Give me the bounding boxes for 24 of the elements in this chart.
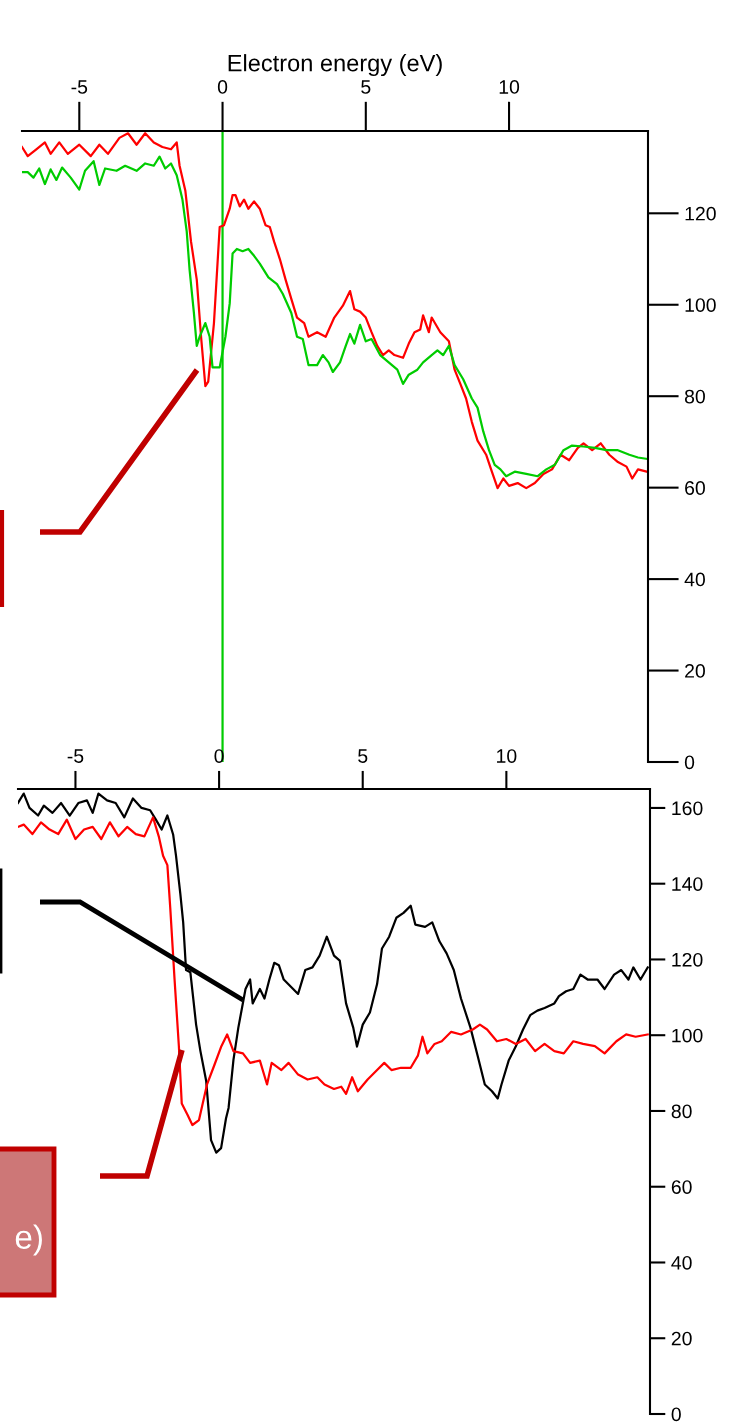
y-tick-label: 80 (671, 1104, 692, 1119)
y-tick-label: 140 (672, 877, 703, 891)
x-tick-label: 0 (217, 80, 228, 94)
y-tick-label: 80 (684, 389, 705, 404)
y-tick-label: 0 (671, 1407, 681, 1422)
x-tick-label: 5 (358, 749, 368, 763)
x-tick-label: 10 (499, 80, 520, 94)
y-tick-label: 40 (671, 1255, 692, 1270)
y-tick-label: 60 (685, 481, 705, 495)
x-tick-label: -5 (71, 80, 88, 94)
y-tick-label: 60 (671, 1180, 692, 1194)
y-tick-label: 40 (684, 572, 705, 587)
y-tick-label: 120 (685, 206, 716, 221)
y-tick-label: 160 (672, 801, 703, 816)
y-tick-label: 100 (685, 298, 716, 312)
y-tick-label: 120 (672, 952, 703, 967)
y-tick-label: 100 (672, 1028, 703, 1043)
annotation: e) (15, 1224, 42, 1256)
x-tick-label: 5 (361, 80, 371, 94)
y-tick-label: 20 (685, 664, 705, 678)
x-tick-label: 10 (497, 749, 517, 763)
x-axis-title: Electron energy (eV) (228, 54, 442, 77)
x-tick-label: -5 (67, 749, 84, 763)
y-tick-label: 20 (671, 1331, 692, 1346)
